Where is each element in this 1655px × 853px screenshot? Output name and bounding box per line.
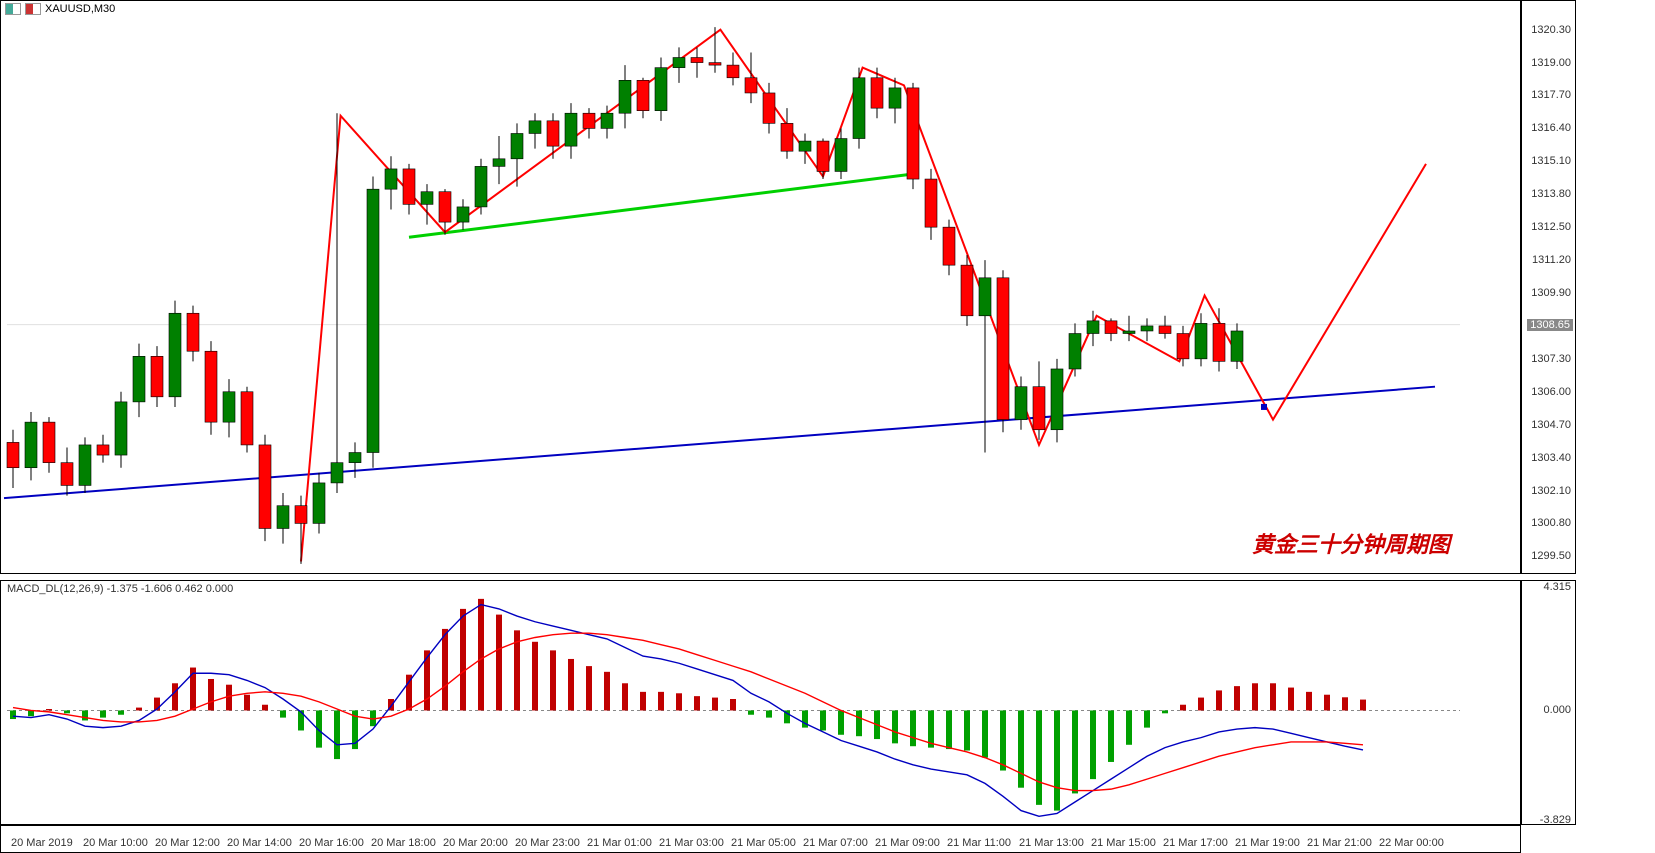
- chart-annotation: 黄金三十分钟周期图: [1252, 527, 1450, 559]
- price-chart-panel[interactable]: XAUUSD,M30 黄金三十分钟周期图: [0, 0, 1521, 574]
- macd-y-tick: -3.829: [1540, 814, 1571, 826]
- y-tick-label: 1300.80: [1531, 517, 1571, 529]
- x-tick-label: 20 Mar 14:00: [227, 837, 292, 849]
- y-tick-label: 1317.70: [1531, 89, 1571, 101]
- x-tick-label: 20 Mar 23:00: [515, 837, 580, 849]
- y-tick-label: 1299.50: [1531, 550, 1571, 562]
- y-tick-label: 1306.00: [1531, 386, 1571, 398]
- y-tick-label: 1315.10: [1531, 155, 1571, 167]
- x-tick-label: 21 Mar 05:00: [731, 837, 796, 849]
- macd-panel[interactable]: MACD_DL(12,26,9) -1.375 -1.606 0.462 0.0…: [0, 580, 1521, 825]
- x-tick-label: 21 Mar 21:00: [1307, 837, 1372, 849]
- y-tick-label: 1313.80: [1531, 188, 1571, 200]
- x-tick-label: 21 Mar 11:00: [947, 837, 1011, 849]
- macd-y-tick: 0.000: [1543, 704, 1571, 716]
- x-tick-label: 21 Mar 07:00: [803, 837, 868, 849]
- x-tick-label: 20 Mar 16:00: [299, 837, 364, 849]
- macd-chart-svg: [1, 581, 1522, 826]
- x-tick-label: 22 Mar 00:00: [1379, 837, 1444, 849]
- y-tick-label: 1312.50: [1531, 221, 1571, 233]
- x-tick-label: 21 Mar 19:00: [1235, 837, 1300, 849]
- macd-y-axis: -3.829 0.000 4.315: [1521, 580, 1576, 825]
- x-tick-label: 21 Mar 17:00: [1163, 837, 1228, 849]
- current-price-label: 1308.65: [1527, 319, 1573, 331]
- y-tick-label: 1320.30: [1531, 24, 1571, 36]
- price-chart-svg: [1, 1, 1522, 575]
- x-axis: 20 Mar 2019 20 Mar 10:00 20 Mar 12:00 20 Ma…: [0, 825, 1521, 853]
- y-tick-label: 1309.90: [1531, 287, 1571, 299]
- x-tick-label: 20 Mar 18:00: [371, 837, 436, 849]
- y-tick-label: 1303.40: [1531, 452, 1571, 464]
- y-tick-label: 1316.40: [1531, 122, 1571, 134]
- y-tick-label: 1304.70: [1531, 419, 1571, 431]
- x-tick-label: 21 Mar 03:00: [659, 837, 724, 849]
- x-tick-label: 21 Mar 13:00: [1019, 837, 1084, 849]
- x-tick-label: 20 Mar 12:00: [155, 837, 220, 849]
- x-tick-label: 21 Mar 01:00: [587, 837, 652, 849]
- y-tick-label: 1307.30: [1531, 353, 1571, 365]
- y-tick-label: 1311.20: [1532, 254, 1571, 266]
- x-tick-label: 21 Mar 15:00: [1091, 837, 1156, 849]
- y-tick-label: 1302.10: [1531, 485, 1571, 497]
- macd-y-tick: 4.315: [1543, 581, 1571, 593]
- x-tick-label: 20 Mar 10:00: [83, 837, 148, 849]
- x-tick-label: 21 Mar 09:00: [875, 837, 940, 849]
- price-y-axis: 1299.50 1300.80 1302.10 1303.40 1304.70 1306.…: [1521, 0, 1576, 574]
- y-tick-label: 1319.00: [1531, 57, 1571, 69]
- x-tick-label: 20 Mar 20:00: [443, 837, 508, 849]
- x-tick-label: 20 Mar 2019: [11, 837, 73, 849]
